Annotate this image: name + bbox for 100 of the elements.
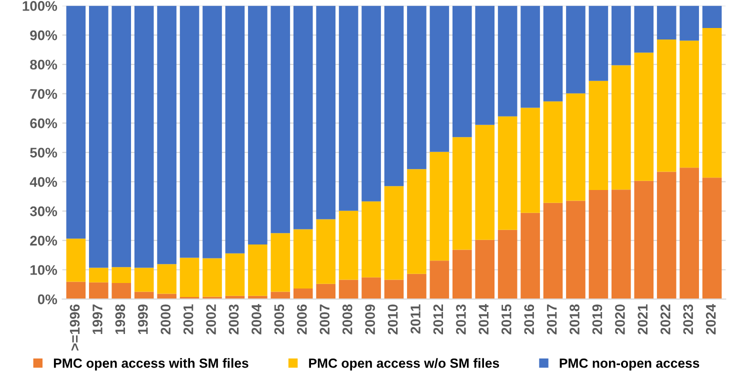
bar — [634, 52, 654, 181]
y-tick-label: 40% — [30, 177, 58, 187]
bar — [384, 280, 404, 300]
bar — [89, 268, 108, 282]
x-tick-label: 2001 — [183, 304, 194, 334]
bar — [362, 201, 381, 278]
bar — [680, 40, 699, 168]
bar — [566, 6, 586, 94]
bar — [430, 260, 450, 300]
bar — [702, 6, 722, 28]
bar — [362, 277, 381, 300]
bar — [588, 6, 608, 81]
x-tick-label: 2013 — [456, 304, 466, 334]
legend-label: PMC open access w/o SM files — [309, 358, 500, 370]
bar — [270, 233, 290, 292]
y-tick-label: 100% — [22, 1, 58, 11]
x-tick-label: 2006 — [297, 304, 307, 334]
x-tick-label: 2000 — [160, 304, 171, 334]
bar — [680, 6, 699, 41]
bar — [452, 6, 472, 138]
x-tick-label: 2020 — [615, 304, 625, 334]
bar — [248, 6, 268, 245]
x-tick-label: 2008 — [342, 304, 352, 334]
bar — [634, 6, 654, 53]
bar — [225, 6, 245, 254]
bar — [702, 178, 722, 300]
y-tick-label: 90% — [30, 30, 58, 40]
bar — [180, 6, 200, 258]
bar — [66, 6, 86, 239]
x-tick-label: 2017 — [546, 304, 557, 334]
x-tick-label: 2009 — [365, 304, 375, 334]
bar — [270, 292, 290, 300]
bar — [656, 6, 676, 40]
x-tick-label: 2007 — [320, 304, 330, 334]
x-tick-label: 2015 — [501, 304, 512, 334]
bar — [498, 6, 518, 116]
x-tick-label: 2004 — [252, 304, 262, 334]
legend-label: PMC non-open access — [560, 358, 700, 370]
y-tick-label: 60% — [30, 118, 58, 128]
x-tick-label: 2003 — [228, 304, 239, 334]
y-tick-label: 10% — [30, 265, 58, 275]
bar — [89, 282, 108, 300]
bar — [498, 116, 518, 230]
x-tick-label: 2010 — [388, 304, 398, 334]
bar — [588, 80, 608, 190]
bar — [566, 93, 586, 201]
bar — [293, 6, 313, 230]
bar — [407, 169, 426, 274]
bar — [180, 258, 200, 298]
x-tick-label: >=1996 — [70, 304, 80, 350]
bar — [543, 202, 563, 300]
bar — [452, 250, 472, 300]
legend-label: PMC open access with SM files — [54, 358, 248, 370]
bar — [202, 258, 222, 297]
x-tick-label: 2002 — [206, 304, 216, 334]
bar — [656, 172, 676, 300]
bar — [407, 274, 426, 300]
y-tick-label: 20% — [30, 236, 58, 246]
x-tick-label: 2024 — [706, 304, 716, 334]
bar — [452, 137, 472, 250]
bar — [520, 6, 540, 108]
bar — [475, 240, 495, 300]
bar — [338, 6, 358, 211]
y-tick-label: 50% — [30, 148, 58, 158]
x-tick-label: 2016 — [524, 304, 534, 334]
bar — [248, 244, 268, 296]
bar — [656, 39, 676, 172]
x-tick-label: 2005 — [274, 304, 284, 334]
bar — [430, 152, 450, 261]
bar — [157, 264, 176, 294]
bar — [316, 6, 336, 220]
bar — [112, 6, 132, 268]
bar — [270, 6, 290, 234]
y-tick-label: 0% — [38, 294, 58, 304]
bar — [566, 200, 586, 300]
bar — [66, 282, 86, 300]
bar — [134, 6, 154, 268]
bar — [338, 280, 358, 300]
bar — [475, 6, 495, 125]
bar — [112, 282, 132, 300]
bar — [66, 238, 86, 282]
bar — [475, 124, 495, 240]
x-tick-label: 2018 — [570, 304, 580, 334]
bar — [316, 219, 336, 284]
bar — [498, 230, 518, 300]
bar — [157, 6, 176, 264]
y-tick-label: 30% — [30, 206, 58, 216]
bar — [202, 6, 222, 258]
x-tick-label: 1998 — [115, 304, 126, 334]
bar — [680, 168, 699, 300]
bar — [316, 284, 336, 300]
bar — [112, 267, 132, 283]
bar — [384, 186, 404, 280]
bar — [225, 253, 245, 296]
bar — [384, 6, 404, 186]
bar — [338, 210, 358, 280]
x-tick-label: 2021 — [638, 304, 648, 334]
bar — [134, 268, 154, 292]
bar — [520, 108, 540, 213]
y-tick-label: 80% — [30, 60, 58, 70]
